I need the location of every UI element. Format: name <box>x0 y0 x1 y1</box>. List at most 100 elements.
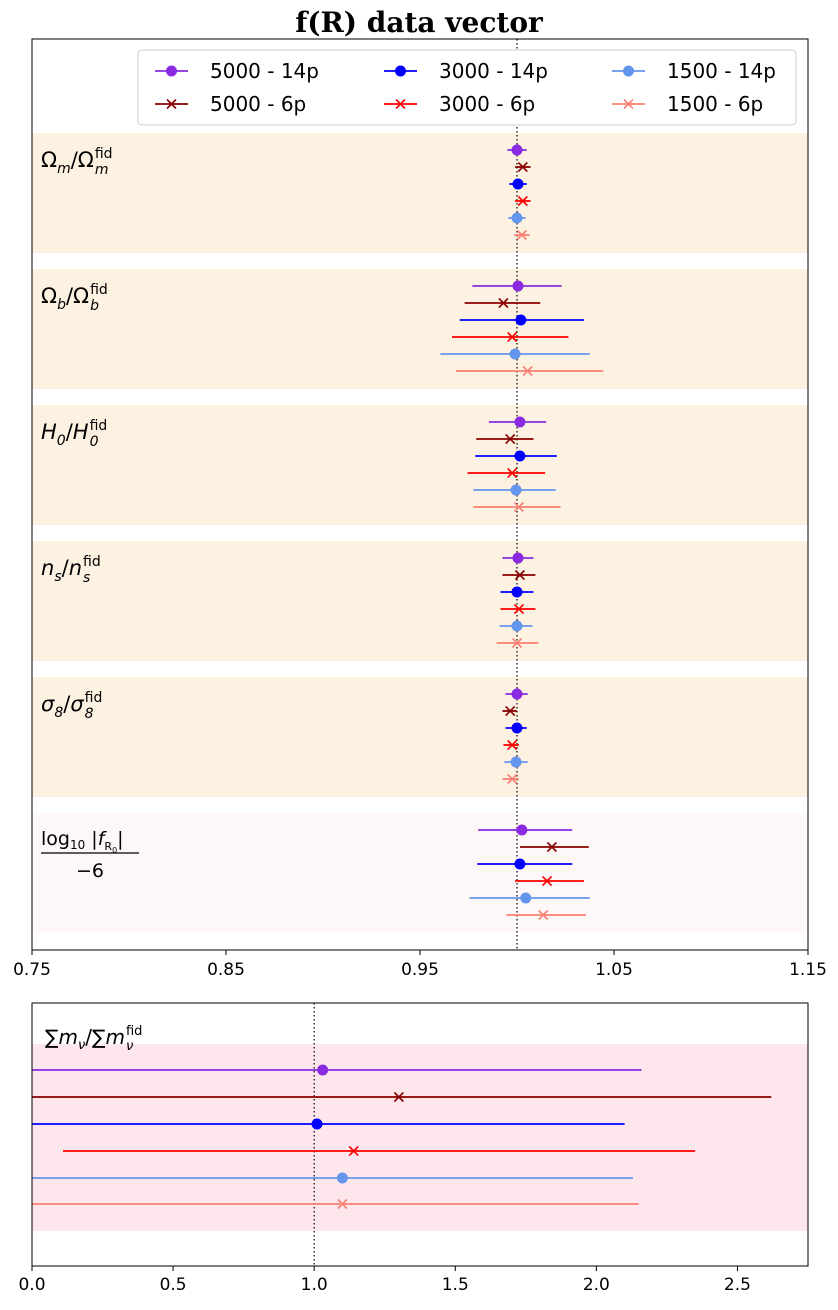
point-g1-s5-stroke-b <box>522 365 533 377</box>
bottom-point-3-stroke-b <box>348 1145 359 1157</box>
legend-marker-1-1 <box>395 98 406 110</box>
group-band-4 <box>32 677 808 797</box>
legend-marker-2-0 <box>623 65 634 77</box>
point-g4-s5-stroke-b <box>507 773 518 785</box>
point-g5-s2 <box>514 858 526 870</box>
bottom-point-2 <box>311 1118 323 1130</box>
legend-marker-0-0 <box>166 65 177 77</box>
point-g2-s1-stroke-b <box>505 433 516 445</box>
point-g5-s0 <box>516 824 528 836</box>
group-label-sub-3: s <box>83 570 90 586</box>
group-band-1 <box>32 269 808 389</box>
point-g5-s3-stroke-b <box>542 875 553 887</box>
point-g3-s3-stroke-b <box>513 603 525 615</box>
point-g3-s4 <box>511 620 523 632</box>
bottom-label-sub: ν <box>126 1039 133 1054</box>
point-g0-s3 <box>517 195 528 207</box>
bottom-xtick-label-1: 0.5 <box>160 1275 187 1295</box>
group-band-5 <box>32 813 808 933</box>
point-g0-s5-stroke-b <box>516 229 527 241</box>
group-label-sub-2: 0 <box>90 434 99 450</box>
point-g0-s0 <box>511 144 523 156</box>
point-g2-s1 <box>505 433 516 445</box>
bottom-xtick-label-5: 2.5 <box>724 1275 751 1295</box>
group-label-fid-0: fid <box>95 146 113 162</box>
point-g1-s3-stroke-b <box>507 331 518 343</box>
group-label-4: σ8/σ <box>41 692 84 721</box>
point-g0-s1-stroke-b <box>517 161 528 173</box>
point-g4-s1 <box>505 705 516 717</box>
top-xtick-label-0: 0.75 <box>13 960 51 980</box>
legend-marker-0-1-stroke-b <box>166 98 177 110</box>
group-label-5: log10 |fR0| <box>41 828 124 855</box>
group-label-denominator: −6 <box>76 860 104 882</box>
point-g2-s0 <box>514 416 526 428</box>
point-g0-s3-stroke-b <box>517 195 528 207</box>
point-g1-s4 <box>509 348 521 360</box>
point-g2-s3 <box>507 467 518 479</box>
point-g3-s5 <box>511 637 523 649</box>
legend-label-2-0: 1500 - 14p <box>667 59 776 83</box>
point-g1-s1 <box>498 297 509 309</box>
legend-marker-2-1 <box>623 98 634 110</box>
point-g1-s1-stroke-b <box>498 297 509 309</box>
point-g5-s3 <box>542 875 553 887</box>
legend-label-0-1: 5000 - 6p <box>210 92 306 116</box>
point-g5-s4 <box>520 892 532 904</box>
bottom-point-0 <box>317 1064 329 1076</box>
bottom-point-5-stroke-b <box>337 1198 348 1210</box>
bottom-xtick-label-2: 1.0 <box>301 1275 328 1295</box>
group-label-3: ns/n <box>41 556 82 585</box>
point-g5-s1-stroke-b <box>546 841 557 853</box>
point-g0-s1 <box>517 161 528 173</box>
legend-marker-1-0 <box>395 65 406 77</box>
top-xtick-label-4: 1.15 <box>789 960 827 980</box>
bottom-point-5 <box>337 1198 348 1210</box>
point-g2-s3-stroke-b <box>507 467 518 479</box>
point-g2-s4 <box>510 484 522 496</box>
group-label-sub-1: b <box>90 298 99 314</box>
group-label-sub-0: m <box>95 162 109 178</box>
point-g3-s1 <box>514 569 525 581</box>
point-g4-s4 <box>510 756 522 768</box>
group-band-0 <box>32 133 808 253</box>
point-g3-s3 <box>513 603 525 615</box>
group-label-sub-4: 8 <box>85 706 94 722</box>
point-g3-s0 <box>512 552 524 564</box>
legend-marker-1-1-stroke-b <box>395 98 406 110</box>
group-label-fid-4: fid <box>85 690 103 706</box>
point-g4-s5 <box>507 773 518 785</box>
top-xtick-label-3: 1.05 <box>595 960 633 980</box>
point-g4-s1-stroke-b <box>505 705 516 717</box>
bottom-point-1-stroke-b <box>393 1091 404 1103</box>
point-g1-s0 <box>512 280 524 292</box>
bottom-xtick-label-0: 0.0 <box>18 1275 45 1295</box>
top-xtick-label-2: 0.95 <box>401 960 439 980</box>
group-label-fid-3: fid <box>83 554 101 570</box>
legend: 5000 - 14p 5000 - 6p 3000 - 14p 3000 - 6p 15… <box>137 49 797 126</box>
group-label-fid-2: fid <box>90 418 108 434</box>
point-g4-s0 <box>511 688 523 700</box>
point-g3-s1-stroke-b <box>514 569 525 581</box>
point-g0-s4 <box>511 212 523 224</box>
group-band-3 <box>32 541 808 661</box>
bottom-xtick-label-3: 1.5 <box>442 1275 469 1295</box>
point-g1-s3 <box>507 331 518 343</box>
point-g4-s3-stroke-b <box>507 739 518 751</box>
bottom-group-label: ∑mν/∑m <box>45 1025 125 1053</box>
bottom-xtick-label-4: 2.0 <box>583 1275 610 1295</box>
point-g2-s5-stroke-b <box>513 501 525 513</box>
point-g1-s2 <box>515 314 527 326</box>
point-g4-s2 <box>511 722 523 734</box>
group-label-2: H0/H <box>41 420 89 449</box>
bottom-label-fid: fid <box>126 1024 142 1039</box>
top-xtick-label-1: 0.85 <box>207 960 245 980</box>
point-g3-s5-stroke-b <box>511 637 523 649</box>
bottom-point-3 <box>348 1145 359 1157</box>
point-g0-s5 <box>516 229 527 241</box>
point-g5-s1 <box>546 841 557 853</box>
bottom-point-1 <box>393 1091 404 1103</box>
